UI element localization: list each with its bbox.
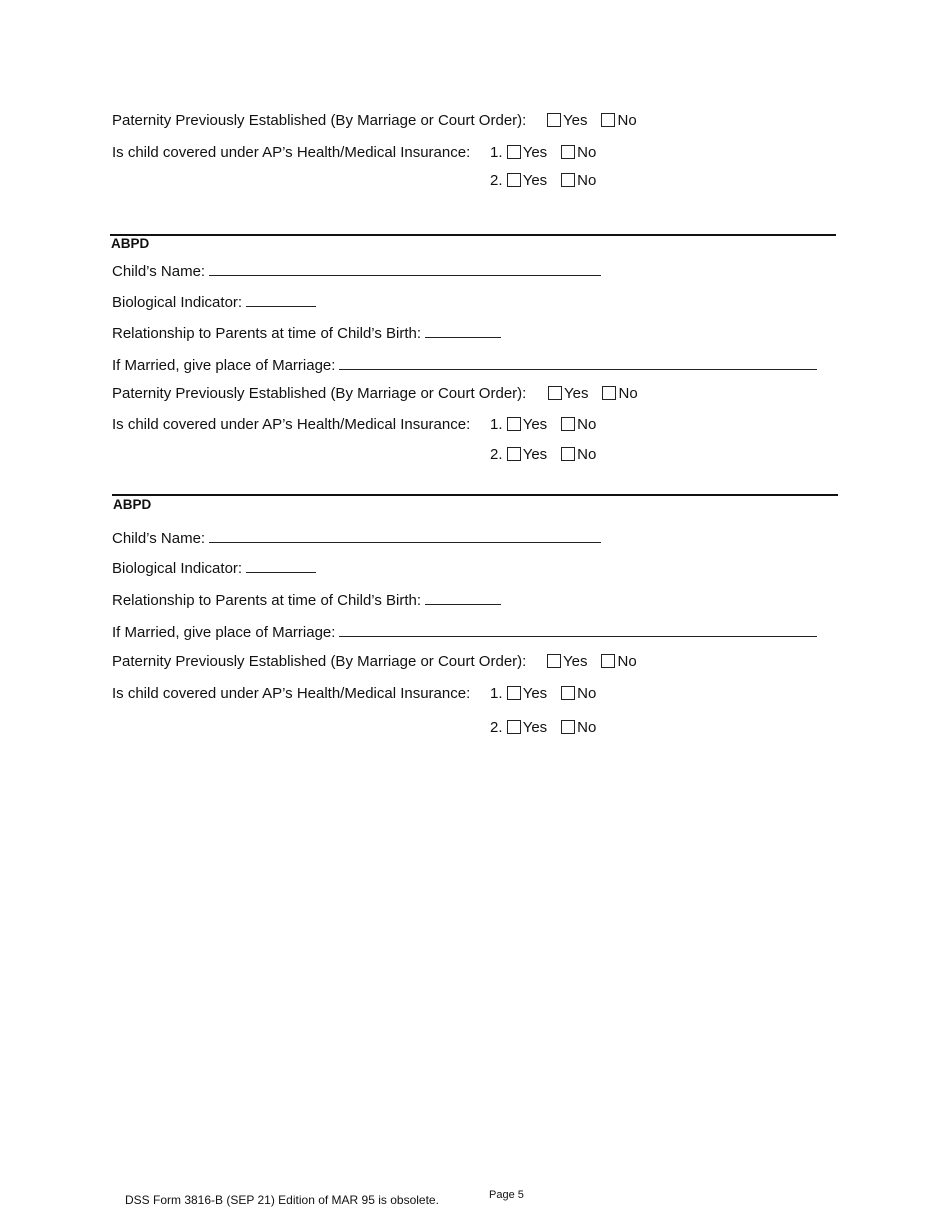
insurance2-no-checkbox[interactable] [561, 447, 576, 461]
section-header: ABPD [111, 236, 150, 251]
bio-label: Biological Indicator: [112, 560, 243, 577]
child-name-row: Child’s Name: [112, 261, 602, 281]
paternity-label: Paternity Previously Established (By Mar… [112, 112, 527, 129]
relationship-label: Relationship to Parents at time of Child… [112, 325, 422, 342]
form-identifier: DSS Form 3816-B (SEP 21) Edition of MAR … [125, 1193, 439, 1207]
insurance2-no-checkbox[interactable] [561, 720, 576, 734]
section-divider [110, 234, 836, 236]
marriage-field[interactable] [339, 622, 818, 637]
insurance1-no-checkbox[interactable] [561, 145, 576, 159]
insurance-row: Is child covered under AP’s Health/Medic… [112, 685, 470, 703]
insurance-options-1: 1. Yes No [490, 685, 596, 703]
insurance2-yes-checkbox[interactable] [506, 720, 521, 734]
paternity-no-checkbox[interactable] [601, 113, 616, 127]
marriage-label: If Married, give place of Marriage: [112, 357, 336, 374]
section-header: ABPD [113, 497, 152, 512]
no-label: No [617, 653, 637, 670]
paternity-yes-checkbox[interactable] [547, 654, 561, 668]
relationship-label: Relationship to Parents at time of Child… [112, 592, 422, 609]
yes-label: Yes [522, 144, 548, 161]
marriage-label: If Married, give place of Marriage: [112, 624, 336, 641]
insurance-label: Is child covered under AP’s Health/Medic… [112, 685, 471, 702]
paternity-label: Paternity Previously Established (By Mar… [112, 385, 527, 402]
paternity-row: Paternity Previously Established (By Mar… [112, 653, 526, 671]
paternity-options: Yes No [548, 385, 638, 403]
relationship-row: Relationship to Parents at time of Child… [112, 590, 502, 610]
item-number: 1. [490, 416, 503, 433]
insurance1-no-checkbox[interactable] [561, 686, 576, 700]
bio-row: Biological Indicator: [112, 558, 317, 578]
no-label: No [618, 385, 638, 402]
paternity-yes-checkbox[interactable] [547, 113, 561, 127]
paternity-options: Yes No [547, 112, 637, 130]
insurance2-yes-checkbox[interactable] [506, 173, 521, 187]
item-number: 2. [490, 446, 503, 463]
insurance-options-1: 1. Yes No [490, 144, 596, 162]
paternity-no-checkbox[interactable] [602, 386, 617, 400]
paternity-no-checkbox[interactable] [601, 654, 616, 668]
paternity-row: Paternity Previously Established (By Mar… [112, 385, 526, 403]
item-number: 1. [490, 144, 503, 161]
no-label: No [577, 416, 597, 433]
relationship-field[interactable] [425, 323, 502, 338]
yes-label: Yes [522, 416, 548, 433]
insurance-label: Is child covered under AP’s Health/Medic… [112, 144, 471, 161]
marriage-field[interactable] [339, 355, 818, 370]
section-divider [112, 494, 838, 496]
bio-label: Biological Indicator: [112, 294, 243, 311]
insurance-options-1: 1. Yes No [490, 416, 596, 434]
child-name-label: Child’s Name: [112, 530, 206, 547]
child-name-field[interactable] [209, 261, 602, 276]
paternity-options: Yes No [547, 653, 637, 671]
bio-field[interactable] [246, 558, 317, 573]
insurance-options-2: 2. Yes No [490, 172, 596, 190]
insurance1-yes-checkbox[interactable] [506, 145, 521, 159]
yes-label: Yes [522, 446, 548, 463]
paternity-label: Paternity Previously Established (By Mar… [112, 653, 527, 670]
insurance-options-2: 2. Yes No [490, 719, 596, 737]
item-number: 2. [490, 719, 503, 736]
relationship-row: Relationship to Parents at time of Child… [112, 323, 502, 343]
bio-field[interactable] [246, 292, 317, 307]
insurance2-no-checkbox[interactable] [561, 173, 576, 187]
insurance1-yes-checkbox[interactable] [506, 686, 521, 700]
paternity-row: Paternity Previously Established (By Mar… [112, 112, 526, 130]
bio-row: Biological Indicator: [112, 292, 317, 312]
no-label: No [577, 172, 597, 189]
yes-label: Yes [563, 112, 588, 129]
no-label: No [577, 719, 597, 736]
child-name-label: Child’s Name: [112, 263, 206, 280]
no-label: No [577, 685, 597, 702]
insurance-options-2: 2. Yes No [490, 446, 596, 464]
insurance-row: Is child covered under AP’s Health/Medic… [112, 144, 470, 162]
no-label: No [617, 112, 637, 129]
insurance-label: Is child covered under AP’s Health/Medic… [112, 416, 471, 433]
child-name-field[interactable] [209, 528, 602, 543]
yes-label: Yes [564, 385, 589, 402]
insurance-row: Is child covered under AP’s Health/Medic… [112, 416, 470, 434]
marriage-row: If Married, give place of Marriage: [112, 355, 818, 375]
page-number: Page 5 [489, 1189, 524, 1201]
yes-label: Yes [522, 172, 548, 189]
no-label: No [577, 144, 597, 161]
insurance2-yes-checkbox[interactable] [506, 447, 521, 461]
yes-label: Yes [522, 685, 548, 702]
insurance1-yes-checkbox[interactable] [506, 417, 521, 431]
marriage-row: If Married, give place of Marriage: [112, 622, 818, 642]
item-number: 2. [490, 172, 503, 189]
paternity-yes-checkbox[interactable] [548, 386, 562, 400]
insurance1-no-checkbox[interactable] [561, 417, 576, 431]
child-name-row: Child’s Name: [112, 528, 602, 548]
relationship-field[interactable] [425, 590, 502, 605]
yes-label: Yes [522, 719, 548, 736]
yes-label: Yes [563, 653, 588, 670]
no-label: No [577, 446, 597, 463]
item-number: 1. [490, 685, 503, 702]
